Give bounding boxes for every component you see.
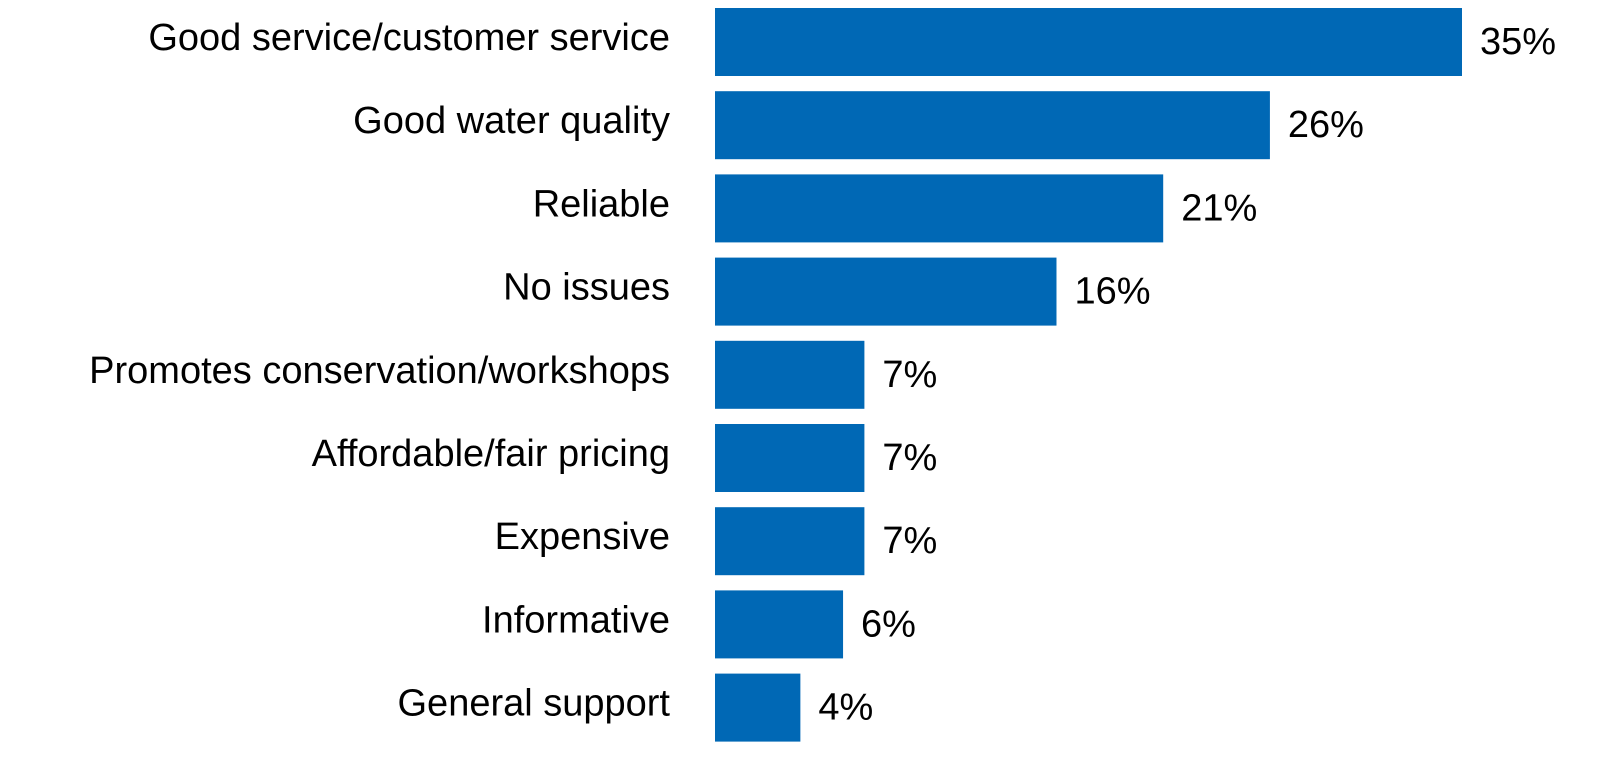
bar [715, 673, 801, 742]
category-label: Promotes conservation/workshops [89, 350, 670, 392]
value-label: 4% [818, 687, 873, 729]
bar [715, 507, 865, 576]
bar [715, 590, 844, 659]
category-label: Good service/customer service [148, 17, 670, 59]
category-label: Affordable/fair pricing [312, 433, 670, 475]
bar [715, 174, 1164, 243]
category-label: Informative [482, 599, 670, 641]
category-label: Good water quality [353, 100, 670, 142]
bar [715, 340, 865, 409]
bar [715, 257, 1057, 326]
bar [715, 424, 865, 492]
value-label: 6% [861, 603, 916, 645]
value-label: 7% [882, 520, 937, 562]
category-label: Expensive [495, 516, 670, 558]
value-label: 7% [882, 354, 937, 396]
value-label: 21% [1181, 187, 1257, 229]
value-label: 35% [1480, 21, 1556, 63]
value-label: 7% [882, 437, 937, 479]
category-label: General support [398, 683, 671, 725]
value-label: 26% [1288, 104, 1364, 146]
bar [715, 91, 1270, 160]
bar [715, 8, 1462, 76]
category-label: No issues [503, 267, 670, 309]
value-label: 16% [1074, 271, 1150, 313]
category-label: Reliable [533, 183, 670, 225]
